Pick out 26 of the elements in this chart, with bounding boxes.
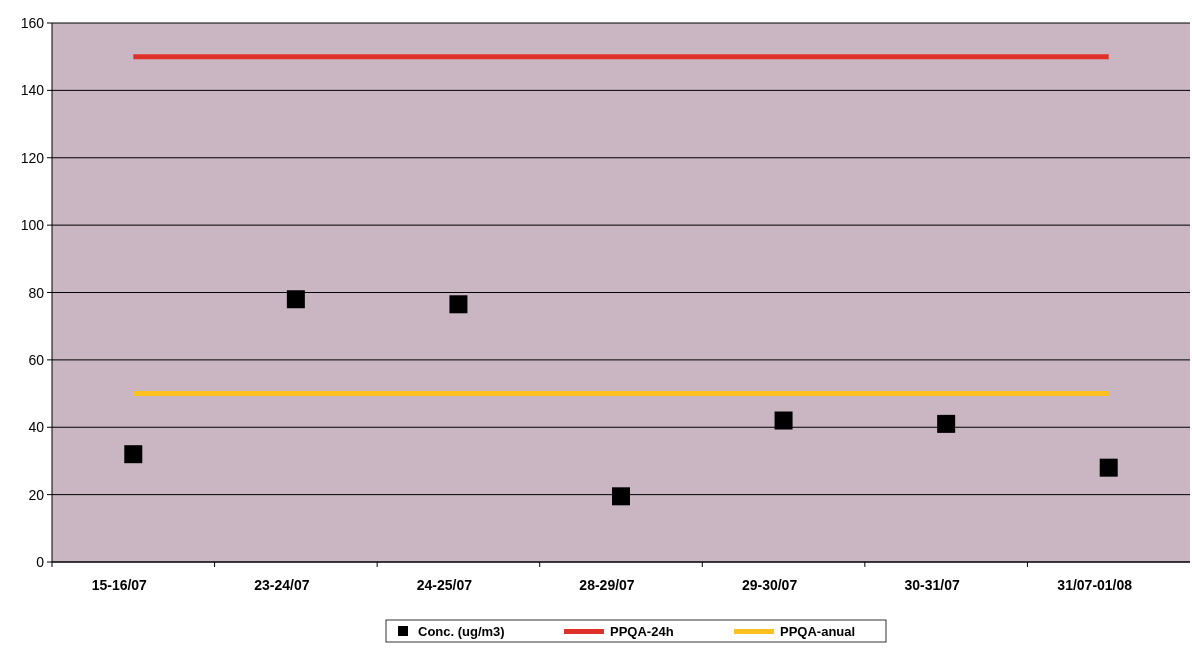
y-tick-label: 100 <box>20 217 45 234</box>
legend-label: PPQA-anual <box>780 623 856 639</box>
x-tick-label: 28-29/07 <box>579 577 635 593</box>
x-tick-label: 24-25/07 <box>416 577 473 593</box>
x-tick-label: 23-24/07 <box>254 577 310 593</box>
y-tick-label: 20 <box>28 486 45 503</box>
y-tick-label: 0 <box>36 554 45 570</box>
point <box>124 445 143 464</box>
y-tick-label: 40 <box>28 419 45 436</box>
legend-label: PPQA-24h <box>610 623 674 639</box>
y-tick-label: 80 <box>28 284 45 301</box>
x-tick-label: 15-16/07 <box>91 577 148 593</box>
point <box>286 290 305 309</box>
point <box>937 414 956 433</box>
point <box>612 487 630 506</box>
point <box>449 295 468 314</box>
x-tick-label: 30-31/07 <box>904 577 960 593</box>
x-tick-label: 31/07-01/08 <box>1057 577 1133 593</box>
point <box>774 411 793 430</box>
y-tick-label: 160 <box>20 15 45 31</box>
y-tick-label: 120 <box>20 149 45 166</box>
y-tick-label: 140 <box>20 82 45 99</box>
legend-label: Conc. (ug/m3) <box>418 623 505 639</box>
x-tick-label: 29-30/07 <box>741 577 798 593</box>
point <box>1099 458 1118 477</box>
y-tick-label: 60 <box>28 351 45 368</box>
